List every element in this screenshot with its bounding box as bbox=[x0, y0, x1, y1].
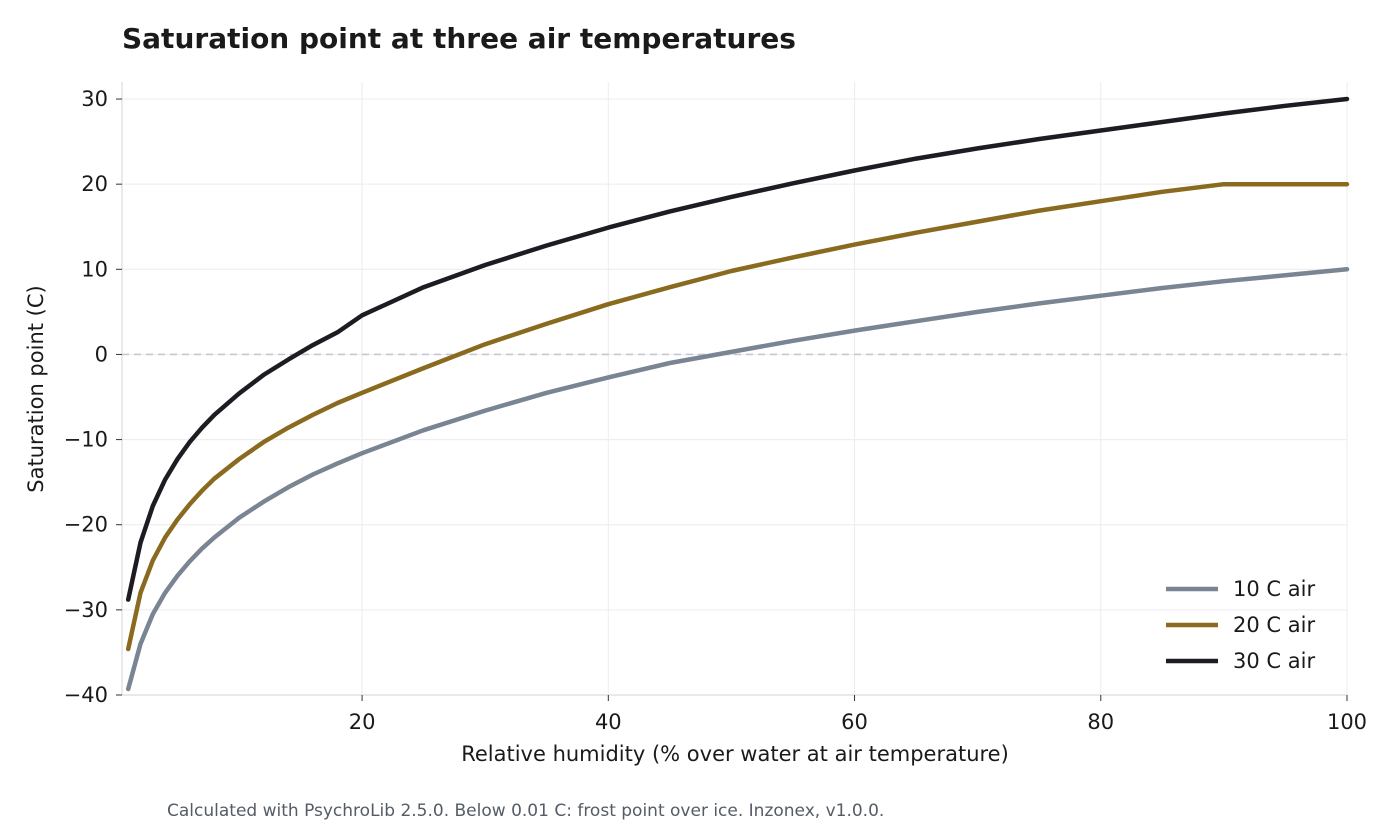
y-tick-label: 10 bbox=[81, 257, 108, 281]
y-tick-label: 20 bbox=[81, 172, 108, 196]
x-tick-label: 20 bbox=[349, 710, 376, 734]
legend: 10 C air 20 C air 30 C air bbox=[1166, 577, 1315, 673]
series-line-3 bbox=[125, 96, 1350, 602]
y-tick-labels: −40 −30 −20 −10 0 10 20 30 bbox=[64, 87, 122, 707]
gridlines bbox=[122, 82, 1348, 696]
chart-title: Saturation point at three air temperatur… bbox=[122, 22, 796, 55]
y-tick-label: 30 bbox=[81, 87, 108, 111]
legend-label: 30 C air bbox=[1233, 649, 1315, 673]
x-tick-label: 60 bbox=[841, 710, 868, 734]
legend-label: 20 C air bbox=[1233, 613, 1315, 637]
x-tick-label: 100 bbox=[1327, 710, 1367, 734]
x-tick-label: 40 bbox=[595, 710, 622, 734]
y-tick-label: −40 bbox=[64, 683, 108, 707]
series-lines bbox=[125, 96, 1350, 692]
y-tick-label: −30 bbox=[64, 598, 108, 622]
x-tick-label: 80 bbox=[1087, 710, 1114, 734]
y-tick-label: 0 bbox=[95, 342, 108, 366]
x-tick-labels: 20 40 60 80 100 bbox=[349, 695, 1367, 734]
y-tick-label: −10 bbox=[64, 428, 108, 452]
legend-label: 10 C air bbox=[1233, 577, 1315, 601]
x-axis-label: Relative humidity (% over water at air t… bbox=[461, 742, 1009, 766]
series-line-2 bbox=[125, 181, 1350, 652]
axes bbox=[121, 82, 1347, 696]
y-tick-label: −20 bbox=[64, 513, 108, 537]
footnote: Calculated with PsychroLib 2.5.0. Below … bbox=[167, 801, 884, 821]
series-line-1 bbox=[125, 267, 1350, 692]
y-axis-label: Saturation point (C) bbox=[24, 285, 48, 492]
